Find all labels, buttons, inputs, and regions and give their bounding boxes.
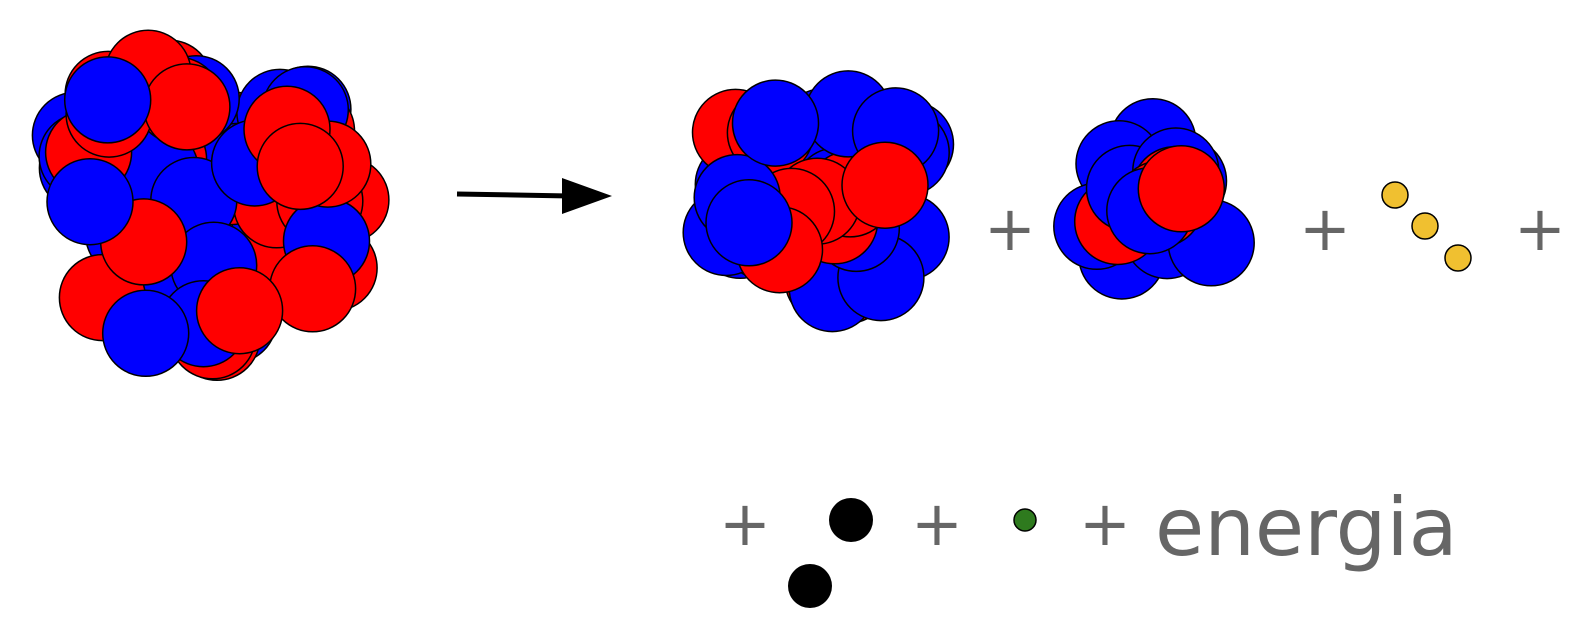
particle <box>788 564 832 608</box>
nucleon <box>65 57 151 143</box>
energy-label: energia <box>1155 481 1458 574</box>
plus-sign: + <box>1079 487 1131 560</box>
plus-sign: + <box>1299 192 1351 265</box>
nucleon <box>47 159 133 245</box>
plus-sign: + <box>984 192 1036 265</box>
nucleon <box>842 142 928 228</box>
plus-sign: + <box>1514 192 1566 265</box>
nucleon <box>1138 146 1224 232</box>
arrow-shaft <box>457 194 570 196</box>
particle <box>829 498 873 542</box>
nucleon <box>733 80 819 166</box>
neutrino <box>1445 245 1471 271</box>
particle <box>1014 509 1036 531</box>
neutrino <box>1412 213 1438 239</box>
nucleon <box>197 268 283 354</box>
plus-sign: + <box>911 487 963 560</box>
nucleon <box>706 180 792 266</box>
fission-diagram: + + + + + + energia <box>0 0 1595 622</box>
nucleon <box>103 290 189 376</box>
diagram: + + + + + + energia <box>0 0 1595 622</box>
plus-sign: + <box>719 487 771 560</box>
nucleon <box>144 64 230 150</box>
nucleon <box>257 123 343 209</box>
nuclei <box>32 30 1254 380</box>
arrow-head <box>562 178 612 214</box>
neutrino <box>1382 182 1408 208</box>
